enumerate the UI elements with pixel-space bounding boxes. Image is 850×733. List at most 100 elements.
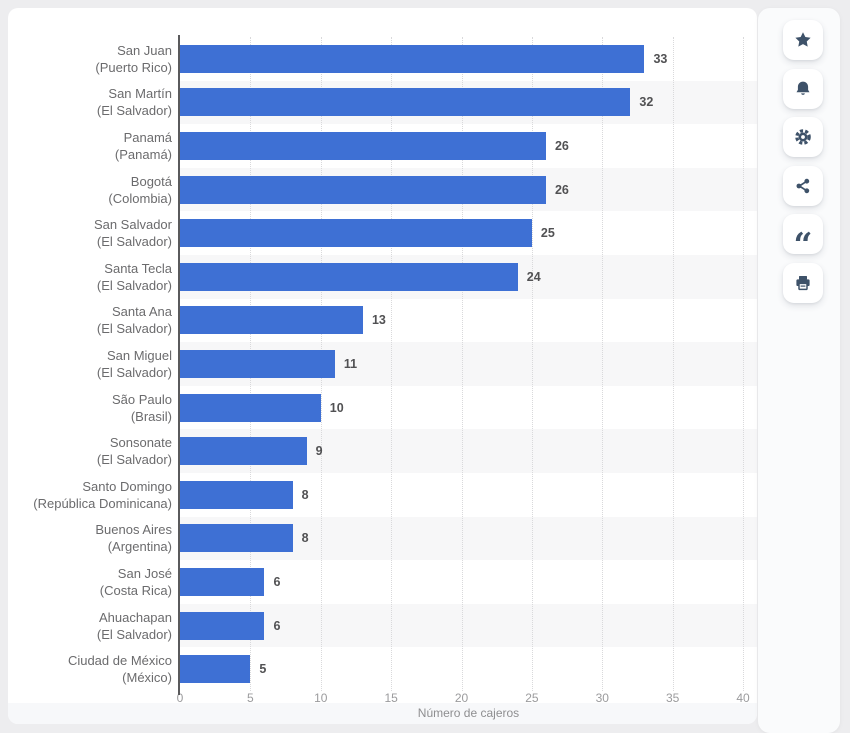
x-axis-tick: 5 [247, 691, 254, 705]
category-city: Buenos Aires [95, 522, 172, 538]
value-label: 32 [639, 95, 654, 110]
value-label: 6 [273, 618, 281, 633]
chart-footer: Número de cajeros [8, 703, 757, 724]
gridline [391, 37, 393, 691]
category-city: Panamá [123, 130, 172, 145]
value-label: 11 [343, 357, 358, 371]
category-city: San Miguel [106, 348, 172, 363]
chart-card: 0 5 10 15 20 25 30 35 40 33 San Juan (Puerto Rico) 3… [8, 8, 757, 724]
category-country: (El Salvador) [96, 626, 172, 642]
plot-area: 0 5 10 15 20 25 30 35 40 33 San Juan (Puerto Rico) 3… [8, 8, 757, 724]
category-label: Panamá (Panamá) [8, 129, 172, 163]
category-city: San José [117, 566, 172, 581]
category-country: (El Salvador) [96, 103, 172, 119]
print-button[interactable] [783, 263, 823, 303]
value-label: 25 [540, 226, 555, 241]
bar [180, 393, 321, 422]
bar [180, 655, 251, 684]
category-country: (Costa Rica) [99, 583, 172, 598]
gridline [602, 37, 604, 691]
category-country: (El Salvador) [96, 365, 172, 380]
category-country: (Panamá) [114, 147, 172, 162]
bar [180, 88, 631, 117]
x-axis-tick: 25 [525, 691, 539, 705]
category-city: Ahuachapan [98, 609, 172, 625]
gridline [461, 37, 463, 691]
bar [180, 568, 265, 596]
quote-icon: “ [793, 225, 813, 264]
category-label: San Miguel (El Salvador) [8, 347, 172, 381]
category-label: Ahuachapan (El Salvador) [8, 609, 172, 643]
value-label: 13 [371, 313, 386, 328]
bar [180, 611, 265, 640]
value-label: 8 [301, 531, 309, 546]
printer-icon [794, 274, 812, 292]
bar [180, 437, 307, 466]
y-axis-line [178, 35, 180, 695]
category-country: (El Salvador) [96, 234, 172, 250]
x-axis-tick: 40 [736, 691, 750, 705]
category-city: Santa Ana [112, 304, 172, 320]
gridline [531, 37, 533, 691]
category-city: San Juan [117, 42, 172, 58]
category-city: Sonsonate [109, 435, 172, 451]
category-country: (El Salvador) [96, 321, 172, 337]
share-icon [794, 177, 812, 195]
x-axis-tick: 20 [454, 691, 469, 705]
category-country: (El Salvador) [96, 452, 172, 468]
row-band [180, 560, 757, 604]
category-country: (El Salvador) [96, 277, 172, 293]
category-city: São Paulo [112, 391, 172, 407]
category-country: (Puerto Rico) [95, 59, 172, 75]
notifications-button[interactable] [783, 69, 823, 109]
category-label: Santa Tecla (El Salvador) [8, 260, 172, 294]
category-label: Bogotá (Colombia) [8, 173, 172, 207]
bar [180, 175, 546, 204]
category-label: Buenos Aires (Argentina) [8, 521, 172, 555]
category-label: São Paulo (Brasil) [8, 391, 172, 425]
x-axis-tick: 35 [665, 691, 680, 705]
cite-button[interactable]: “ [783, 214, 823, 264]
bar [180, 480, 293, 509]
bar [180, 350, 335, 378]
category-country: (Argentina) [107, 539, 172, 555]
category-label: Sonsonate (El Salvador) [8, 434, 172, 468]
gridline [672, 37, 674, 691]
category-city: Santa Tecla [104, 260, 172, 276]
category-city: Bogotá [130, 173, 172, 189]
bell-icon [794, 80, 812, 98]
x-axis-tick: 0 [176, 691, 184, 705]
category-country: (República Dominicana) [33, 495, 172, 511]
settings-button[interactable] [783, 117, 823, 157]
value-label: 9 [315, 444, 323, 459]
category-label: San Juan (Puerto Rico) [8, 42, 172, 76]
category-city: Ciudad de México [67, 653, 172, 669]
category-country: (México) [122, 670, 172, 686]
x-axis-label: Número de cajeros [417, 706, 520, 720]
bar [180, 524, 293, 553]
favorite-button[interactable] [783, 20, 823, 60]
gear-icon [794, 128, 812, 146]
category-country: (Brasil) [130, 408, 172, 424]
bar [180, 44, 645, 73]
share-button[interactable] [783, 166, 823, 206]
category-label: San José (Costa Rica) [8, 565, 172, 599]
value-label: 24 [526, 269, 541, 284]
bar [180, 262, 518, 291]
category-country: (Colombia) [108, 190, 172, 206]
category-city: San Martín [108, 86, 172, 102]
row-band [180, 647, 757, 691]
category-label: Santo Domingo (República Dominicana) [8, 478, 172, 512]
value-label: 10 [329, 400, 344, 415]
gridline [743, 37, 744, 691]
bar [180, 306, 363, 335]
x-axis-tick: 10 [314, 691, 328, 705]
category-label: Santa Ana (El Salvador) [8, 303, 172, 337]
category-city: San Salvador [93, 217, 172, 233]
value-label: 26 [554, 182, 569, 197]
bar [180, 219, 532, 248]
category-city: Santo Domingo [82, 478, 172, 494]
value-label: 5 [259, 662, 267, 677]
star-icon [794, 31, 812, 49]
x-axis-tick: 15 [384, 691, 398, 705]
